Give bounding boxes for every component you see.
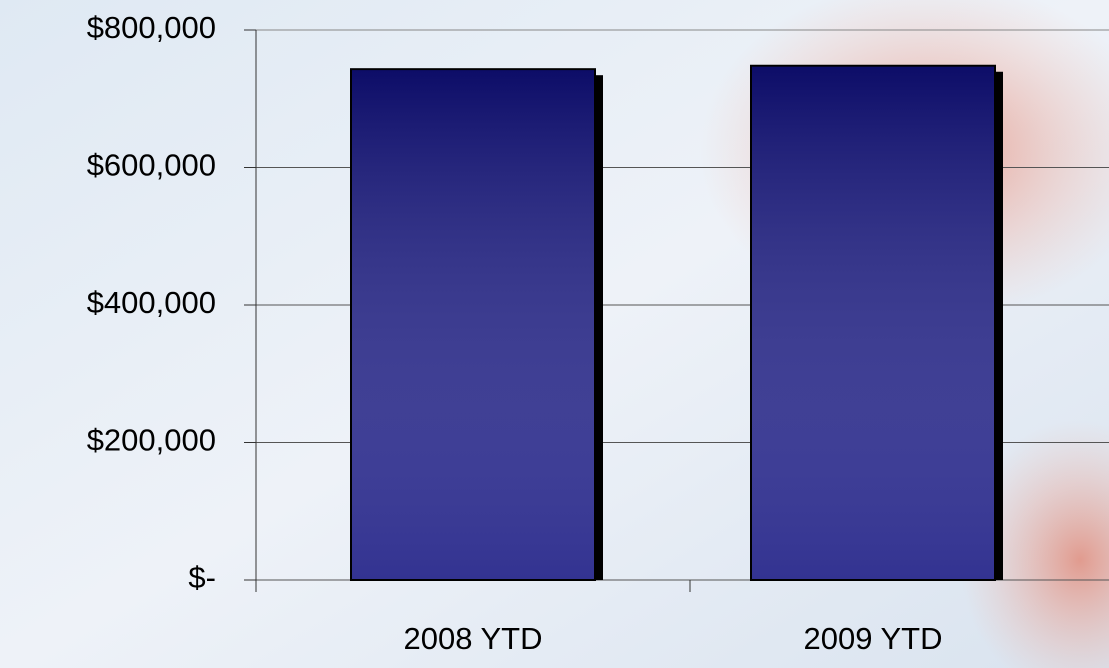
x-tick-label: 2008 YTD — [403, 621, 542, 656]
y-tick-label: $- — [188, 560, 216, 595]
bar-shading — [352, 70, 594, 579]
y-tick-label: $400,000 — [87, 285, 216, 320]
y-tick-label: $600,000 — [87, 148, 216, 183]
y-tick-label: $200,000 — [87, 423, 216, 458]
bar-shading — [752, 66, 994, 579]
plot-area: $- $200,000 $400,000 $600,000 $800,000 2008 Y… — [87, 10, 1109, 656]
x-tick-label: 2009 YTD — [803, 621, 942, 656]
y-tick-label: $800,000 — [87, 10, 216, 45]
